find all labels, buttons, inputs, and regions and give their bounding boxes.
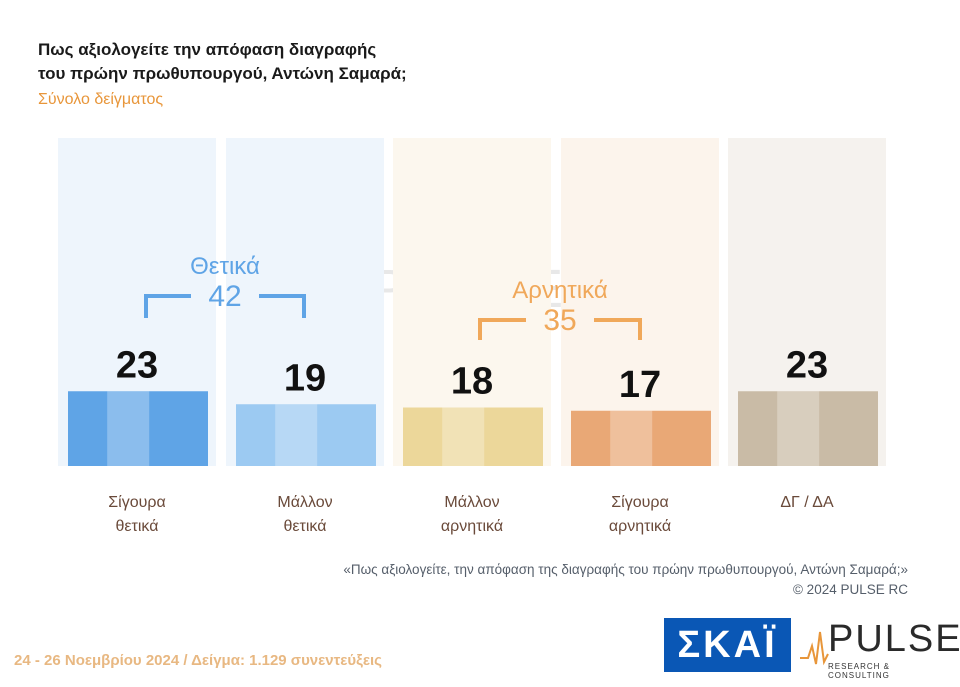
skai-logo: ΣΚΑΪ — [664, 618, 791, 672]
group-label: Θετικά — [190, 253, 260, 280]
category-label: Σίγουρα — [108, 494, 165, 511]
category-label: αρνητικά — [609, 518, 671, 535]
group-label: Αρνητικά — [512, 277, 608, 304]
data-label: 23 — [116, 344, 158, 386]
pulse-wave-icon — [800, 631, 829, 666]
bar-highlight — [442, 407, 485, 466]
category-label: Μάλλον — [277, 494, 332, 511]
chart-subtitle: Σύνολο δείγματος — [38, 91, 164, 108]
bar-3 — [571, 410, 711, 466]
data-label: 19 — [284, 357, 326, 399]
category-label: αρνητικά — [441, 518, 503, 535]
category-label: θετικά — [284, 518, 327, 535]
bar-highlight — [777, 391, 820, 466]
title-line-1: Πως αξιολογείτε την απόφαση διαγραφής — [38, 40, 377, 59]
group-bracket-left — [478, 318, 526, 340]
bar-4 — [738, 391, 878, 466]
survey-info: 24 - 26 Νοεμβρίου 2024 / Δείγμα: 1.129 σ… — [14, 652, 382, 669]
bar-highlight — [610, 410, 653, 466]
pulse-logo: PULSE RESEARCH & CONSULTING — [800, 618, 960, 680]
data-label: 17 — [619, 364, 661, 406]
bar-highlight — [107, 391, 150, 466]
data-label: 18 — [451, 361, 493, 403]
pulse-logo-text: PULSE — [828, 618, 960, 660]
bar-2 — [403, 407, 543, 466]
pulse-logo-tagline: RESEARCH & CONSULTING — [828, 662, 891, 680]
category-label: Σίγουρα — [611, 494, 668, 511]
title-line-2: του πρώην πρωθυπουργού, Αντώνη Σαμαρά; — [38, 64, 407, 83]
category-label: θετικά — [116, 518, 159, 535]
chart-title: Πως αξιολογείτε την απόφαση διαγραφής το… — [38, 38, 407, 86]
group-bracket-left — [144, 294, 191, 318]
footnote-question: «Πως αξιολογείτε, την απόφαση της διαγρα… — [343, 562, 908, 577]
bar-0 — [68, 391, 208, 466]
data-label: 23 — [786, 344, 828, 386]
group-bracket-right — [594, 318, 642, 340]
bar-highlight — [275, 404, 318, 466]
group-total: 35 — [543, 304, 576, 337]
category-label: Μάλλον — [444, 494, 499, 511]
footnote-copyright: © 2024 PULSE RC — [792, 582, 908, 597]
group-bracket-right — [259, 294, 306, 318]
category-label: ΔΓ / ΔΑ — [780, 494, 834, 511]
group-total: 42 — [208, 280, 241, 313]
bar-1 — [236, 404, 376, 466]
bar-chart: 23 Σίγουρα θετικά 19 Μάλλον θετικά 18 Μάλλον αρν… — [58, 138, 886, 535]
footnote: «Πως αξιολογείτε, την απόφαση της διαγρα… — [343, 560, 908, 600]
